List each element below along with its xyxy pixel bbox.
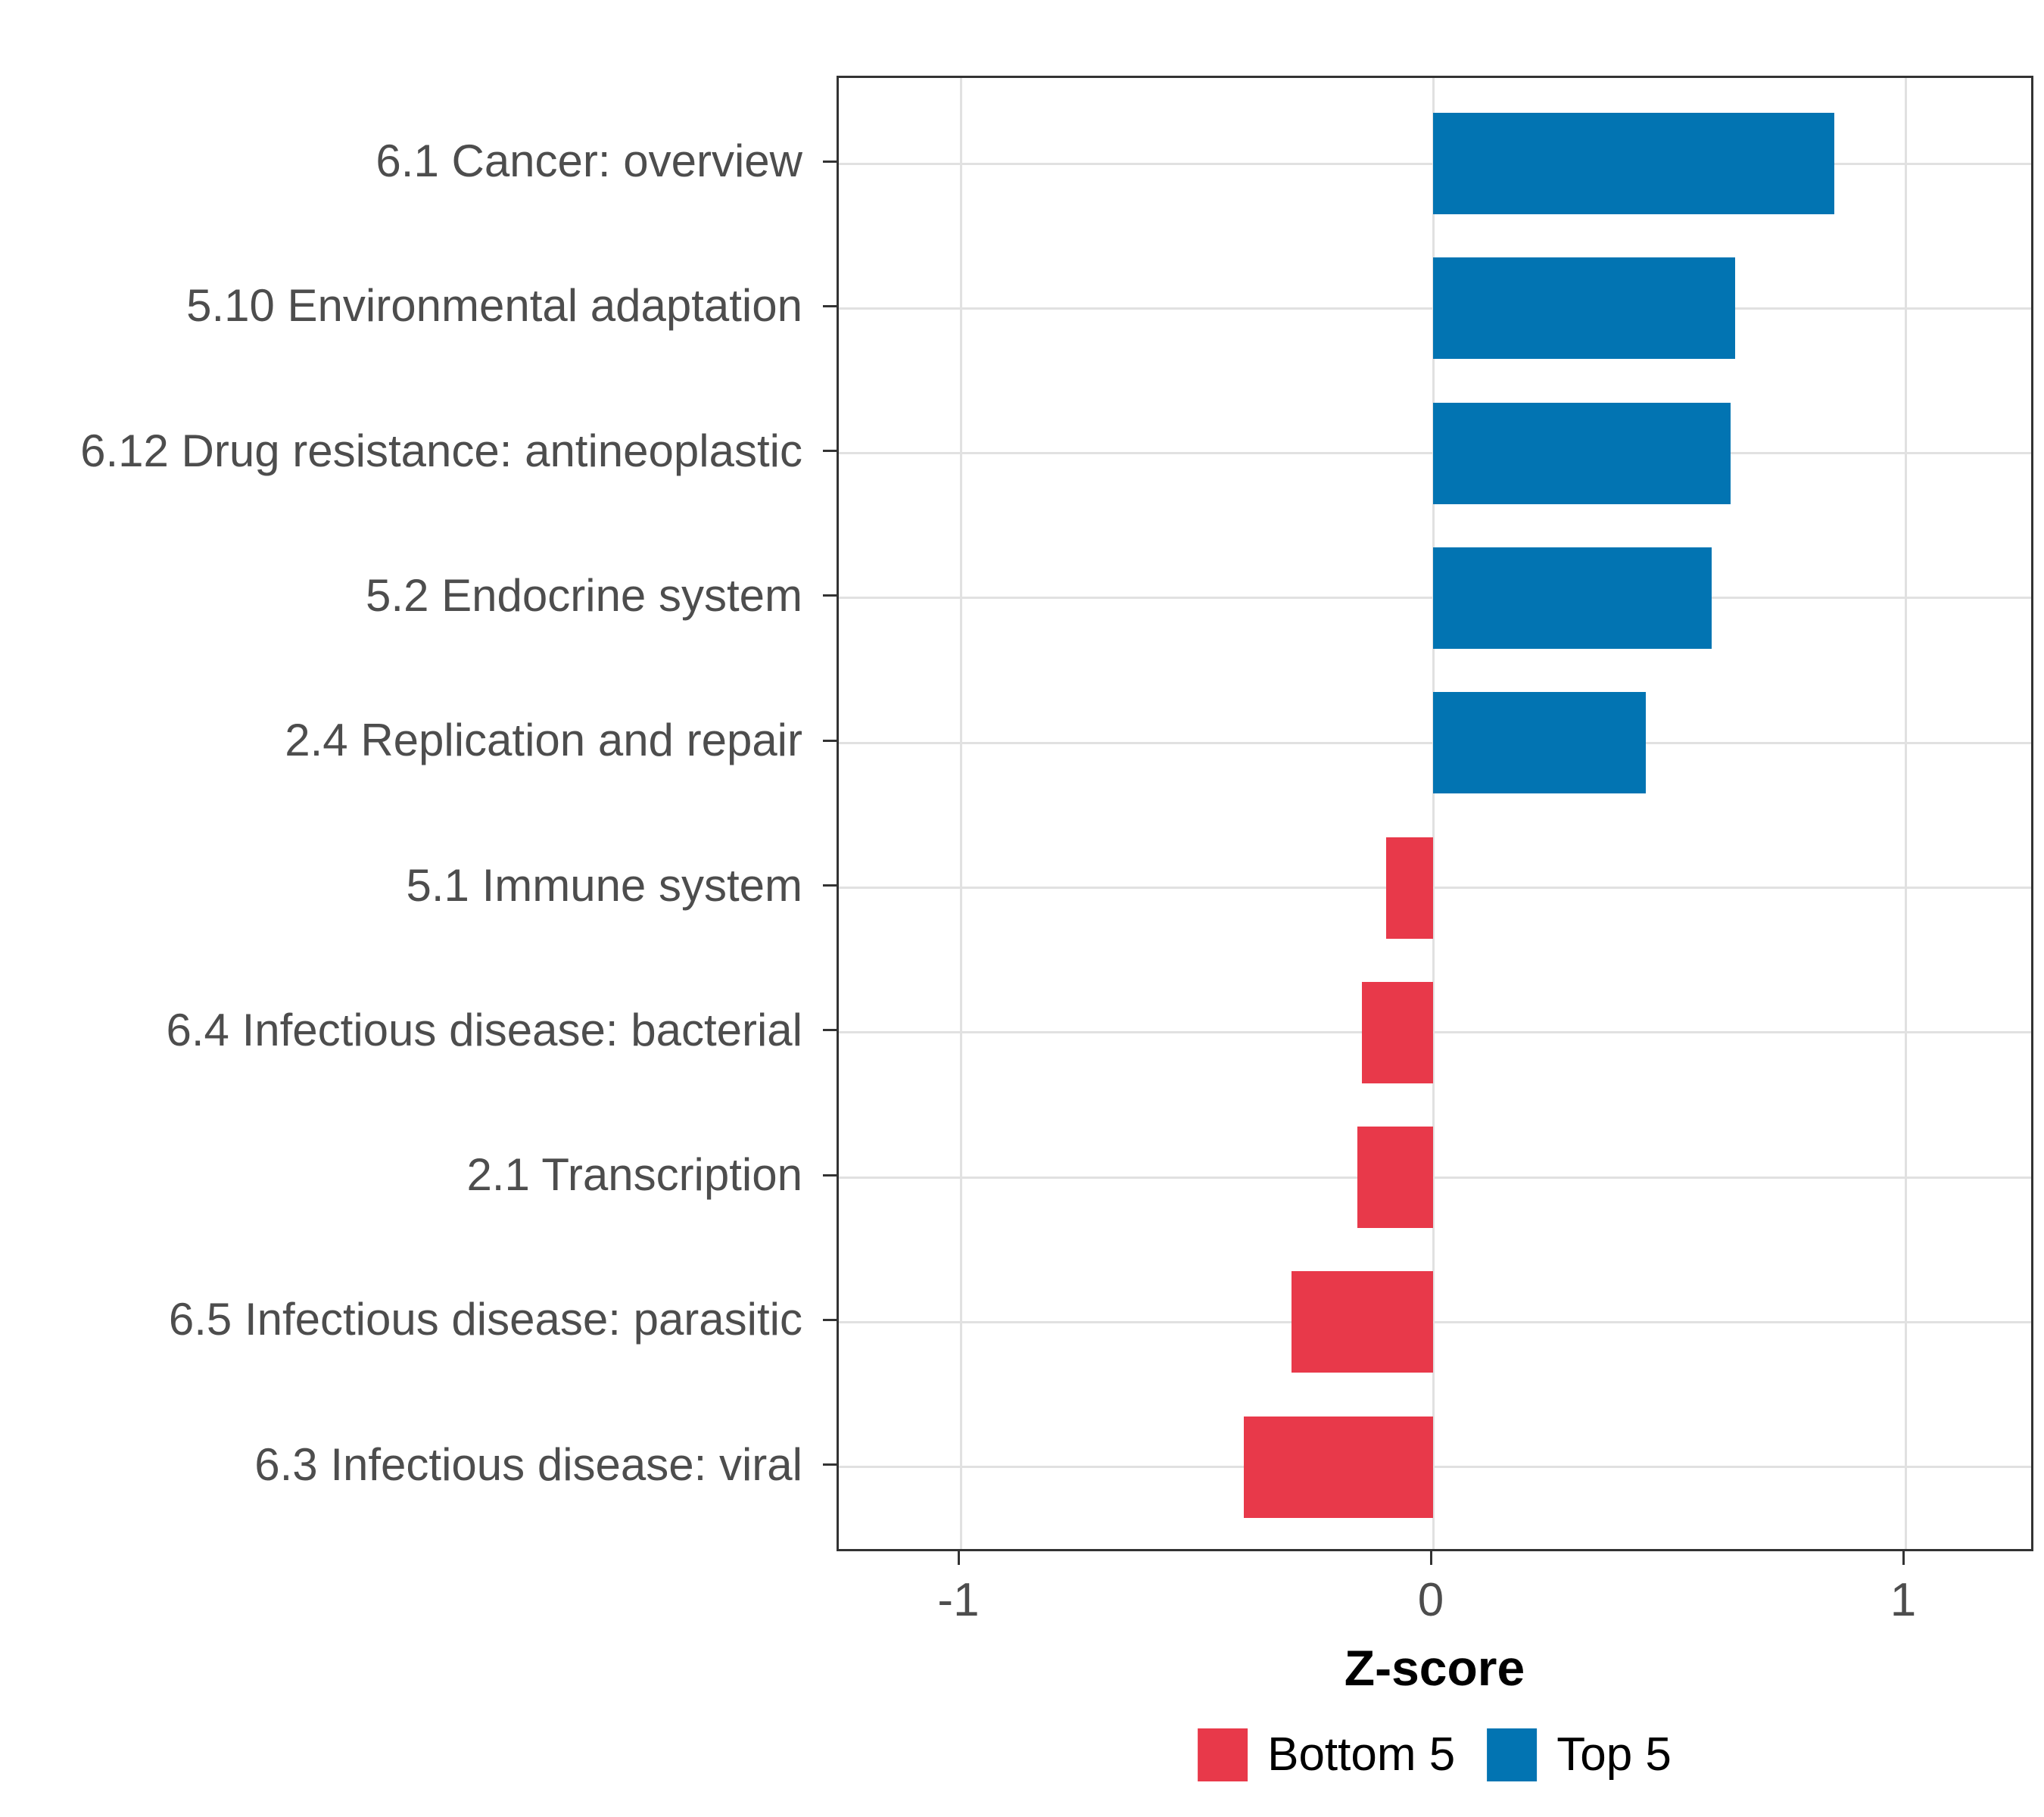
- x-axis-tick--1: [957, 1551, 960, 1565]
- y-axis-tick-row-1: [823, 160, 837, 163]
- legend-entry-top5: Top 5: [1487, 1728, 1672, 1781]
- y-category-label-row-8: 2.1 Transcription: [466, 1149, 802, 1201]
- legend-label-top5: Top 5: [1556, 1728, 1672, 1781]
- x-tick-label-0: 0: [1417, 1574, 1444, 1626]
- plot-panel: [837, 76, 2033, 1551]
- y-category-label-row-6: 5.1 Immune system: [406, 859, 802, 911]
- y-axis-tick-row-2: [823, 304, 837, 307]
- bar-7-bottom5: [1362, 981, 1433, 1083]
- y-axis-tick-row-5: [823, 739, 837, 742]
- bar-1-top5: [1433, 113, 1835, 214]
- legend-swatch-bottom5: [1198, 1728, 1248, 1781]
- y-axis-tick-row-7: [823, 1029, 837, 1032]
- y-axis-tick-row-8: [823, 1173, 837, 1177]
- bar-3-top5: [1433, 402, 1731, 504]
- x-gridline--1: [959, 78, 962, 1549]
- x-gridline-0: [1432, 78, 1435, 1549]
- y-axis-tick-row-9: [823, 1318, 837, 1321]
- y-gridline-row-9: [839, 1320, 2031, 1323]
- legend: Bottom 5 Top 5: [1198, 1728, 1672, 1781]
- y-gridline-row-7: [839, 1031, 2031, 1034]
- y-gridline-row-6: [839, 887, 2031, 889]
- bar-5-top5: [1433, 692, 1646, 794]
- y-category-label-row-5: 2.4 Replication and repair: [285, 715, 802, 766]
- y-category-label-row-3: 6.12 Drug resistance: antineoplastic: [80, 425, 802, 476]
- bar-6-bottom5: [1385, 837, 1433, 939]
- x-axis-tick-0: [1429, 1551, 1432, 1565]
- y-category-label-row-9: 6.5 Infectious disease: parasitic: [168, 1294, 802, 1345]
- x-tick-label--1: -1: [937, 1574, 980, 1626]
- x-axis-tick-1: [1902, 1551, 1905, 1565]
- bar-9-bottom5: [1291, 1271, 1433, 1373]
- x-tick-label-1: 1: [1890, 1574, 1917, 1626]
- x-axis-title: Z-score: [1344, 1640, 1525, 1696]
- y-category-label-row-2: 5.10 Environmental adaptation: [186, 280, 802, 332]
- y-gridline-row-10: [839, 1466, 2031, 1469]
- bar-4-top5: [1433, 547, 1712, 649]
- y-category-label-row-1: 6.1 Cancer: overview: [375, 136, 802, 186]
- y-gridline-row-8: [839, 1176, 2031, 1179]
- legend-label-bottom5: Bottom 5: [1267, 1728, 1456, 1781]
- y-category-label-row-10: 6.3 Infectious disease: viral: [254, 1438, 802, 1490]
- y-category-label-row-4: 5.2 Endocrine system: [366, 569, 802, 621]
- bar-8-bottom5: [1357, 1127, 1433, 1229]
- y-category-label-row-7: 6.4 Infectious disease: bacterial: [166, 1004, 803, 1055]
- y-axis-tick-row-10: [823, 1463, 837, 1466]
- legend-swatch-top5: [1487, 1728, 1538, 1781]
- y-axis-tick-row-6: [823, 884, 837, 887]
- y-axis-tick-row-4: [823, 594, 837, 597]
- legend-entry-bottom5: Bottom 5: [1198, 1728, 1455, 1781]
- bar-2-top5: [1433, 257, 1736, 360]
- y-axis-tick-row-3: [823, 450, 837, 453]
- bar-10-bottom5: [1244, 1416, 1433, 1518]
- x-gridline-1: [1904, 78, 1907, 1549]
